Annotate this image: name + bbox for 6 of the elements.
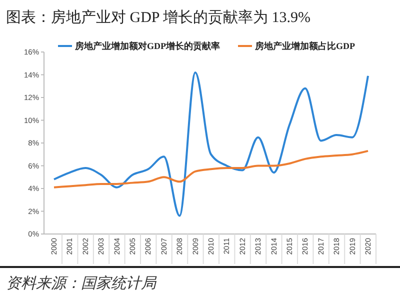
legend-label: 房地产业增加额占比GDP — [254, 41, 356, 52]
chart-title: 图表：房地产业对 GDP 增长的贡献率为 13.9% — [6, 9, 310, 26]
line-series — [53, 71, 369, 217]
text: 资料来源：国家统计局 — [6, 275, 157, 292]
line-series — [53, 150, 369, 188]
legend-label: 房地产业增加额对GDP增长的贡献率 — [74, 41, 220, 52]
